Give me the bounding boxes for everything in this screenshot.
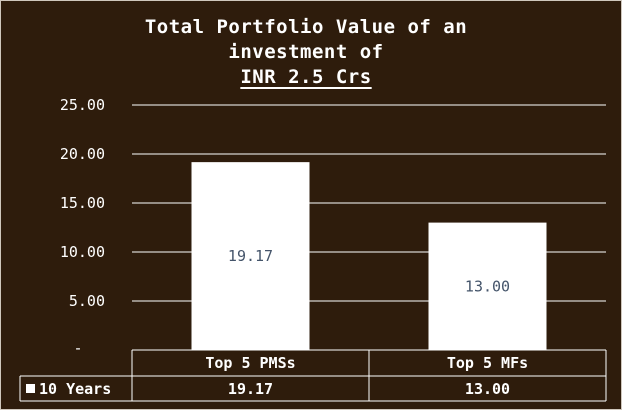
y-tick-label: 25.00 [60,96,105,114]
chart-title-line-3: INR 2.5 Crs [240,66,372,88]
y-tick-label: - [73,339,82,357]
bar [428,222,547,350]
table-value: 19.17 [228,380,273,398]
y-tick-label: 15.00 [60,194,105,212]
legend-label: 10 Years [39,380,111,398]
bar-value-label: 19.17 [228,247,273,265]
legend-key [26,384,35,393]
y-tick-label: 10.00 [60,243,105,261]
bar [191,162,310,350]
x-tick-label: Top 5 PMSs [205,354,295,372]
table-value: 13.00 [465,380,510,398]
chart-title-line-2: investment of [228,41,384,63]
y-tick-label: 20.00 [60,145,105,163]
bar-value-label: 13.00 [465,277,510,295]
x-tick-label: Top 5 MFs [447,354,528,372]
chart-title: Total Portfolio Value of an investment o… [96,15,516,90]
chart-title-line-1: Total Portfolio Value of an [144,16,468,38]
y-tick-label: 5.00 [69,292,105,310]
